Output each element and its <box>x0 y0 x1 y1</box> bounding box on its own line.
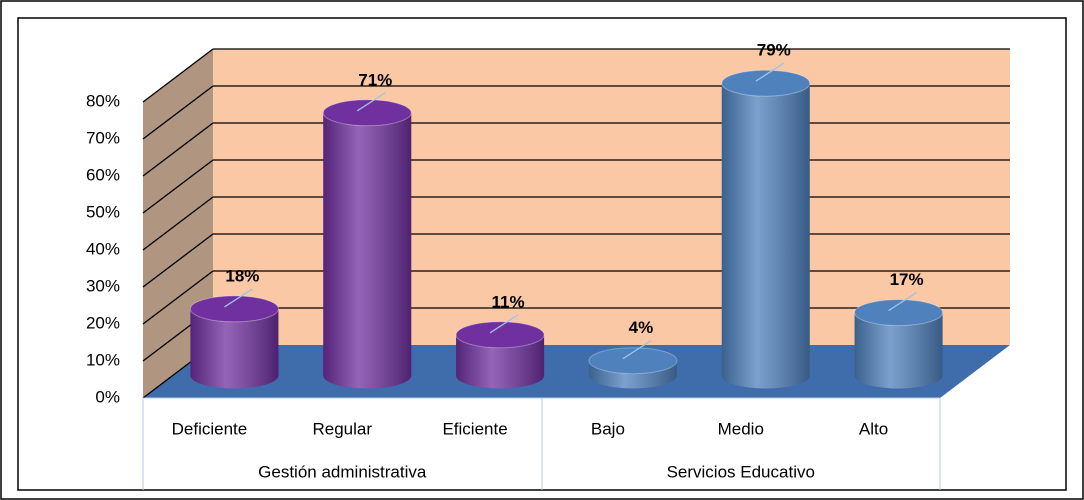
y-tick-label: 10% <box>86 350 120 369</box>
grid-line <box>142 233 214 288</box>
data-label: 71% <box>358 70 392 89</box>
x-tick-label: Alto <box>859 419 888 438</box>
data-label: 18% <box>225 266 259 285</box>
grid-line <box>142 196 214 251</box>
bar-top <box>455 321 545 349</box>
grid-line <box>142 48 214 103</box>
leader-line <box>224 288 253 308</box>
bar-shade <box>721 83 810 389</box>
bar-shade <box>190 308 279 389</box>
leader-line <box>489 314 519 334</box>
grid-line <box>142 122 214 177</box>
bar-top <box>322 99 412 127</box>
marks: 18% 71% 11% 4% 79% 17% <box>189 41 944 389</box>
y-tick-label: 50% <box>86 202 120 221</box>
y-tick-label: 40% <box>86 239 120 258</box>
x-tick-label: Deficiente <box>172 419 248 438</box>
group-label: Gestión administrativa <box>258 462 427 481</box>
x-tick-label: Eficiente <box>442 419 507 438</box>
data-label: 4% <box>629 318 654 337</box>
y-tick-label: 0% <box>95 387 120 406</box>
group-label: Servicios Educativo <box>667 462 815 481</box>
leader-line <box>888 292 917 312</box>
grid-line <box>142 159 214 214</box>
y-tick-label: 70% <box>86 128 120 147</box>
leader-line <box>755 62 785 82</box>
y-tick-label: 20% <box>86 313 120 332</box>
leader-line <box>356 92 386 112</box>
x-tick-label: Regular <box>312 419 372 438</box>
data-label: 79% <box>757 41 791 60</box>
bar-top <box>854 299 944 327</box>
y-tick-label: 60% <box>86 165 120 184</box>
bar-shade <box>854 312 943 389</box>
grid-line <box>142 85 214 140</box>
leader-line <box>622 340 652 360</box>
x-tick-label: Bajo <box>591 419 625 438</box>
bar-top <box>588 347 678 375</box>
bar-top <box>721 69 811 97</box>
y-tick-label: 30% <box>86 276 120 295</box>
y-tick-label: 80% <box>86 91 120 110</box>
bar-shade <box>588 360 677 389</box>
bar-shade <box>323 112 412 389</box>
data-label: 11% <box>492 292 525 311</box>
bar-top <box>189 295 279 323</box>
data-label: 17% <box>890 270 924 289</box>
grid-line <box>142 270 214 325</box>
bar-shade <box>456 334 545 389</box>
x-tick-label: Medio <box>718 419 764 438</box>
